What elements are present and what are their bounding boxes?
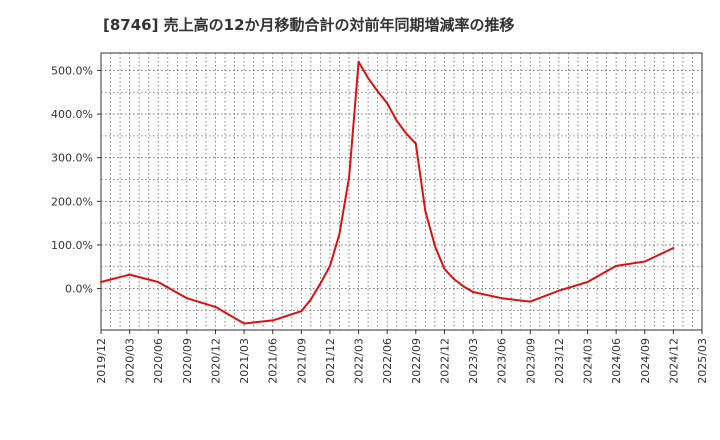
- y-axis: 0.0% 100.0% 200.0% 300.0% 400.0% 500.0%: [51, 64, 101, 296]
- data-point: [367, 76, 370, 79]
- data-point: [672, 246, 675, 249]
- data-point: [271, 319, 274, 322]
- x-tick-label: 2020/03: [124, 338, 137, 384]
- x-tick-label: 2022/03: [353, 338, 366, 384]
- y-tick-label: 200.0%: [51, 195, 93, 208]
- data-point: [128, 273, 131, 276]
- data-point: [643, 260, 646, 263]
- x-tick-label: 2023/03: [467, 338, 480, 384]
- data-point: [529, 300, 532, 303]
- x-tick-label: 2024/12: [667, 338, 680, 384]
- y-tick-label: 300.0%: [51, 152, 93, 165]
- y-tick-label: 0.0%: [65, 283, 93, 296]
- x-tick-label: 2025/03: [696, 338, 709, 384]
- x-tick-label: 2021/06: [267, 338, 280, 384]
- x-tick-label: 2024/03: [582, 338, 595, 384]
- x-tick-label: 2024/09: [639, 338, 652, 384]
- data-point: [452, 277, 455, 280]
- x-tick-label: 2021/09: [295, 338, 308, 384]
- x-axis: 2019/12 2020/03 2020/06 2020/09 2020/12 2021/…: [95, 330, 709, 384]
- grid-layer: [101, 53, 702, 330]
- series-line: [100, 60, 674, 325]
- data-point: [100, 281, 102, 284]
- data-point: [386, 102, 389, 105]
- data-point: [414, 142, 417, 145]
- series-layer: [100, 60, 675, 325]
- data-point: [157, 281, 160, 284]
- x-tick-label: 2022/09: [410, 338, 423, 384]
- data-point: [557, 289, 560, 292]
- data-point: [185, 297, 188, 300]
- data-point: [433, 245, 436, 248]
- data-point: [338, 233, 341, 236]
- x-tick-label: 2021/12: [324, 338, 337, 384]
- x-tick-label: 2020/09: [181, 338, 194, 384]
- x-tick-label: 2022/12: [438, 338, 451, 384]
- data-point: [328, 264, 331, 267]
- data-point: [395, 119, 398, 122]
- plot-area: [100, 52, 703, 331]
- data-point: [300, 310, 303, 313]
- data-point: [243, 322, 246, 325]
- x-tick-label: 2023/09: [524, 338, 537, 384]
- data-point: [376, 90, 379, 93]
- data-point: [615, 264, 618, 267]
- data-point: [586, 281, 589, 284]
- data-point: [319, 282, 322, 285]
- y-tick-label: 400.0%: [51, 108, 93, 121]
- x-tick-label: 2023/12: [553, 338, 566, 384]
- x-tick-label: 2022/06: [381, 338, 394, 384]
- x-tick-label: 2019/12: [95, 338, 108, 384]
- x-tick-label: 2023/06: [496, 338, 509, 384]
- data-point: [443, 267, 446, 270]
- data-point: [357, 60, 360, 63]
- x-tick-label: 2024/06: [610, 338, 623, 384]
- chart-title: [8746] 売上高の12か月移動合計の対前年同期増減率の推移: [103, 16, 515, 34]
- data-point: [214, 305, 217, 308]
- y-tick-label: 100.0%: [51, 239, 93, 252]
- x-tick-label: 2020/12: [209, 338, 222, 384]
- data-point: [462, 285, 465, 288]
- data-point: [348, 176, 351, 179]
- data-point: [424, 209, 427, 212]
- data-point: [500, 297, 503, 300]
- data-point: [309, 298, 312, 301]
- y-tick-label: 500.0%: [51, 64, 93, 77]
- data-point: [405, 132, 408, 135]
- x-tick-label: 2020/06: [152, 338, 165, 384]
- data-point: [472, 291, 475, 294]
- x-tick-label: 2021/03: [238, 338, 251, 384]
